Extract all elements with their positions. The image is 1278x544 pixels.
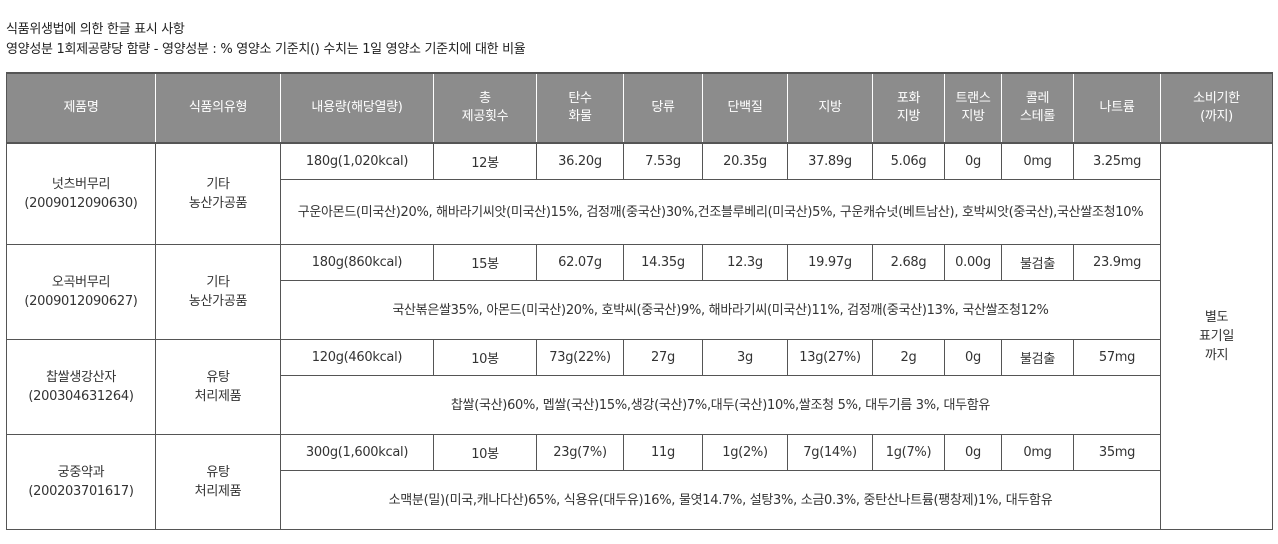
food-type-cell: 기타 농산가공품 (155, 244, 281, 340)
saturated-fat-cell: 1g(7%) (872, 434, 945, 471)
sodium-cell: 3.25mg (1073, 142, 1161, 180)
ingredients-cell: 찹쌀(국산)60%, 멥쌀(국산)15%,생강(국산)7%,대두(국산)10%,… (280, 375, 1161, 435)
header-carbohydrate: 탄수 화물 (536, 72, 624, 144)
food-type-cell: 기타 농산가공품 (155, 142, 281, 245)
product-name-cell: 궁중약과 (200203701617) (6, 434, 156, 530)
heading-line-2: 영양성분 1회제공량당 함량 - 영양성분 : % 영양소 기준치() 수치는 … (6, 42, 526, 57)
table-row: 찹쌀생강산자 (200304631264) 유탕 처리제품 120g(460kc… (6, 339, 1273, 435)
product-code: (200304631264) (28, 389, 134, 404)
header-saturated-fat: 포화 지방 (872, 72, 945, 144)
ingredients-cell: 구운아몬드(미국산)20%, 해바라기씨앗(미국산)15%, 검정깨(중국산)3… (280, 179, 1161, 245)
product-code: (2009012090630) (24, 196, 138, 211)
trans-fat-cell: 0.00g (944, 244, 1002, 281)
servings-cell: 10봉 (433, 339, 537, 376)
trans-fat-cell: 0g (944, 339, 1002, 376)
table-row: 구운아몬드(미국산)20%, 해바라기씨앗(미국산)15%, 검정깨(중국산)3… (7, 179, 1273, 245)
trans-fat-cell: 0g (944, 434, 1002, 471)
heading-line-1: 식품위생법에 의한 한글 표시 사항 (6, 22, 185, 37)
saturated-fat-cell: 5.06g (872, 142, 945, 180)
net-content-cell: 180g(1,020kcal) (280, 142, 434, 180)
carbohydrate-cell: 36.20g (536, 142, 624, 180)
servings-cell: 12봉 (433, 142, 537, 180)
carbohydrate-cell: 73g(22%) (536, 339, 624, 376)
sodium-cell: 23.9mg (1073, 244, 1161, 281)
table-row: 궁중약과 (200203701617) 유탕 처리제품 300g(1,600kc… (6, 434, 1273, 530)
product-name: 넛츠버무리 (51, 177, 111, 192)
protein-cell: 1g(2%) (702, 434, 788, 471)
food-type-cell: 유탕 처리제품 (155, 434, 281, 530)
cholesterol-cell: 0mg (1001, 434, 1074, 471)
table-row: 오곡버무리 (2009012090627) 기타 농산가공품 180g(860k… (6, 244, 1273, 340)
expiry-cell: 별도 표기일 까지 (1160, 142, 1273, 530)
table-row: 넛츠버무리 (2009012090630) 기타 농산가공품 180g(1,02… (6, 142, 1273, 530)
fat-cell: 7g(14%) (787, 434, 873, 471)
header-protein: 단백질 (702, 72, 788, 144)
table-row: 소맥분(밀)(미국,캐나다산)65%, 식용유(대두유)16%, 물엿14.7%… (7, 470, 1273, 530)
net-content-cell: 180g(860kcal) (280, 244, 434, 281)
fat-cell: 19.97g (787, 244, 873, 281)
product-name: 찹쌀생강산자 (46, 370, 116, 385)
sodium-cell: 35mg (1073, 434, 1161, 471)
product-name-cell: 찹쌀생강산자 (200304631264) (6, 339, 156, 435)
label-heading: 식품위생법에 의한 한글 표시 사항 영양성분 1회제공량당 함량 - 영양성분… (6, 20, 526, 60)
fat-cell: 13g(27%) (787, 339, 873, 376)
net-content-cell: 300g(1,600kcal) (280, 434, 434, 471)
header-trans-fat: 트랜스 지방 (944, 72, 1002, 144)
nutrition-table: 제품명 식품의유형 내용량(해당열량) 총 제공횟수 탄수 화물 당류 단백질 … (6, 72, 1273, 530)
fat-cell: 37.89g (787, 142, 873, 180)
saturated-fat-cell: 2g (872, 339, 945, 376)
food-type-cell: 유탕 처리제품 (155, 339, 281, 435)
header-sodium: 나트륨 (1073, 72, 1161, 144)
product-code: (200203701617) (28, 484, 134, 499)
header-product-name: 제품명 (6, 72, 156, 144)
sugars-cell: 27g (623, 339, 703, 376)
product-name-cell: 오곡버무리 (2009012090627) (6, 244, 156, 340)
header-fat: 지방 (787, 72, 873, 144)
saturated-fat-cell: 2.68g (872, 244, 945, 281)
header-net-content: 내용량(해당열량) (280, 72, 434, 144)
table-header-row: 제품명 식품의유형 내용량(해당열량) 총 제공횟수 탄수 화물 당류 단백질 … (6, 72, 1273, 144)
product-name-cell: 넛츠버무리 (2009012090630) (6, 142, 156, 245)
product-name: 궁중약과 (57, 465, 105, 480)
product-name: 오곡버무리 (51, 275, 111, 290)
header-servings: 총 제공횟수 (433, 72, 537, 144)
table-row: 국산볶은쌀35%, 아몬드(미국산)20%, 호박씨(중국산)9%, 해바라기씨… (7, 280, 1273, 340)
ingredients-cell: 국산볶은쌀35%, 아몬드(미국산)20%, 호박씨(중국산)9%, 해바라기씨… (280, 280, 1161, 340)
cholesterol-cell: 0mg (1001, 142, 1074, 180)
carbohydrate-cell: 23g(7%) (536, 434, 624, 471)
ingredients-cell: 소맥분(밀)(미국,캐나다산)65%, 식용유(대두유)16%, 물엿14.7%… (280, 470, 1161, 530)
sugars-cell: 11g (623, 434, 703, 471)
trans-fat-cell: 0g (944, 142, 1002, 180)
product-code: (2009012090627) (24, 294, 138, 309)
header-cholesterol: 콜레 스테롤 (1001, 72, 1074, 144)
carbohydrate-cell: 62.07g (536, 244, 624, 281)
sugars-cell: 7.53g (623, 142, 703, 180)
servings-cell: 15봉 (433, 244, 537, 281)
protein-cell: 3g (702, 339, 788, 376)
sugars-cell: 14.35g (623, 244, 703, 281)
cholesterol-cell: 불검출 (1001, 339, 1074, 376)
sodium-cell: 57mg (1073, 339, 1161, 376)
servings-cell: 10봉 (433, 434, 537, 471)
header-food-type: 식품의유형 (155, 72, 281, 144)
protein-cell: 20.35g (702, 142, 788, 180)
header-sugars: 당류 (623, 72, 703, 144)
protein-cell: 12.3g (702, 244, 788, 281)
header-expiry: 소비기한 (까지) (1160, 72, 1273, 144)
cholesterol-cell: 불검출 (1001, 244, 1074, 281)
net-content-cell: 120g(460kcal) (280, 339, 434, 376)
